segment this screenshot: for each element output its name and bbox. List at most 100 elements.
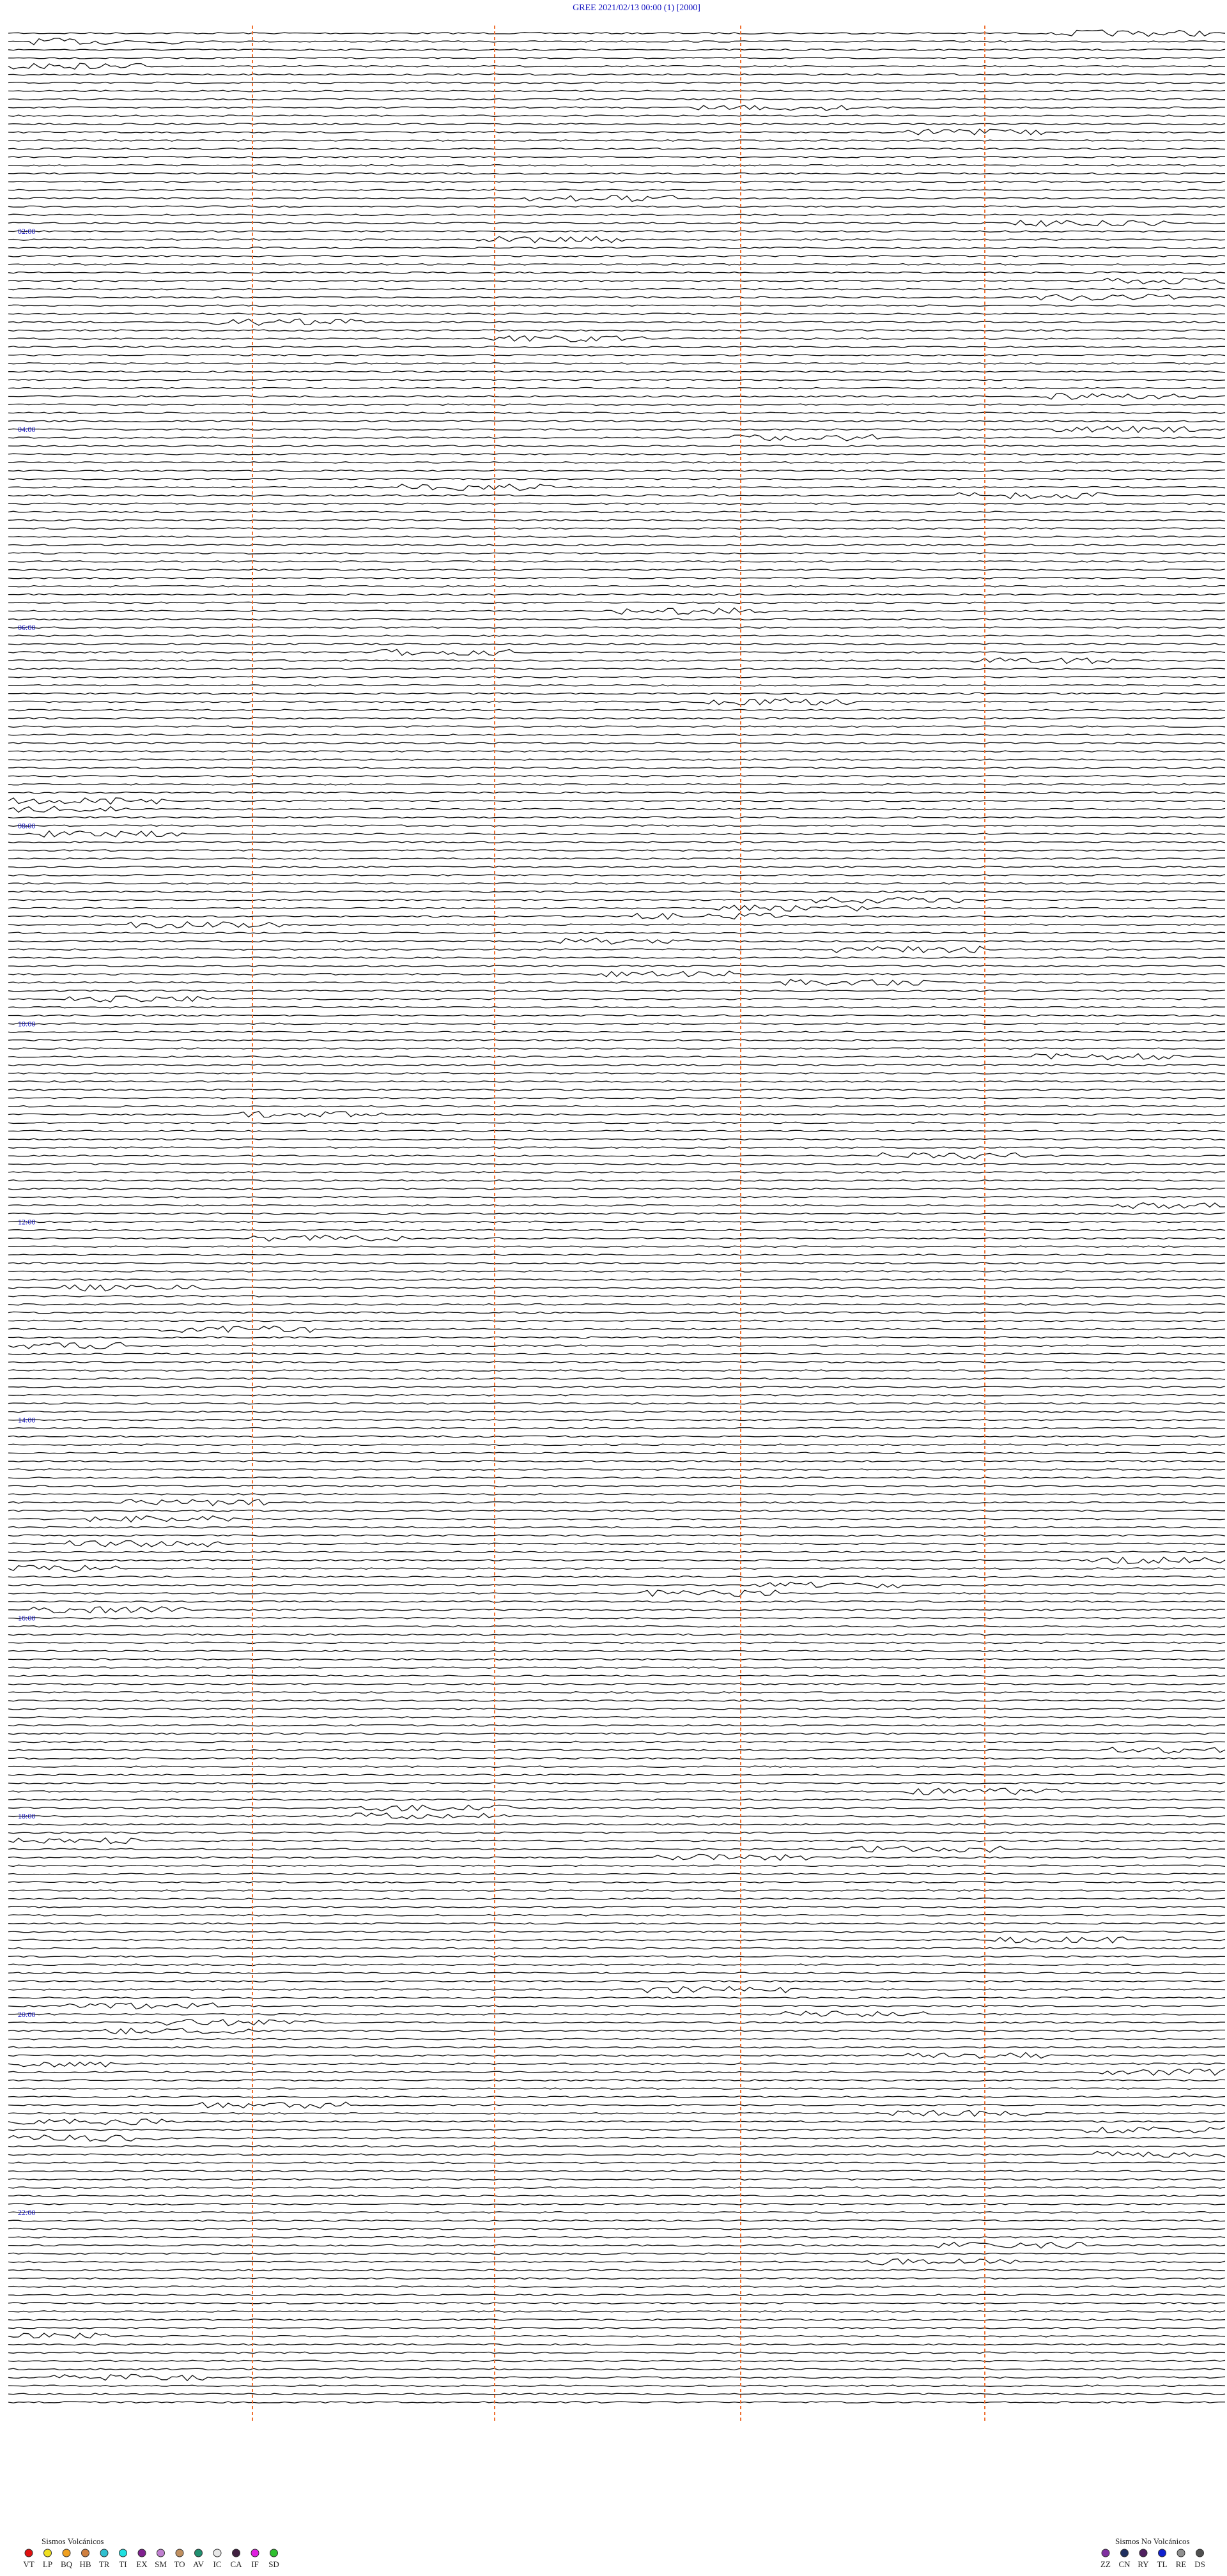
trace <box>8 1581 1226 1589</box>
trace <box>8 896 1226 904</box>
legend-marker <box>232 2549 240 2557</box>
trace <box>8 560 1225 563</box>
trace <box>8 1837 1226 1844</box>
trace <box>8 1121 1226 1124</box>
legend-label: TL <box>1157 2559 1168 2569</box>
trace <box>8 335 1226 342</box>
trace <box>8 1278 1226 1281</box>
trace <box>8 434 1226 441</box>
trace <box>8 1014 1226 1017</box>
trace <box>8 387 1226 390</box>
trace <box>8 849 1225 852</box>
trace <box>8 2269 1226 2272</box>
trace <box>8 1294 1226 1298</box>
legend-marker <box>24 2549 33 2557</box>
legend-label: CN <box>1118 2559 1131 2569</box>
trace <box>8 362 1226 365</box>
legend-marker <box>137 2549 146 2557</box>
trace <box>8 29 1226 37</box>
trace <box>8 304 1226 307</box>
trace <box>8 1963 1226 1966</box>
trace <box>8 1732 1226 1735</box>
trace <box>8 2145 1226 2148</box>
trace <box>8 1575 1226 1578</box>
trace <box>8 172 1226 175</box>
trace <box>8 2241 1226 2249</box>
trace <box>8 164 1226 167</box>
trace <box>8 1616 1226 1620</box>
trace <box>8 420 1226 423</box>
legend-marker <box>194 2549 203 2557</box>
trace <box>8 1905 1226 1908</box>
trace <box>8 1361 1226 1363</box>
trace <box>8 1418 1226 1422</box>
trace <box>8 2019 1225 2027</box>
trace <box>8 1658 1226 1661</box>
trace <box>8 946 1226 953</box>
trace <box>8 995 1226 1003</box>
trace <box>8 128 1226 135</box>
trace <box>8 1930 1226 1933</box>
trace <box>8 1452 1226 1455</box>
legend-label: EX <box>136 2559 148 2569</box>
trace <box>8 1369 1226 1372</box>
trace <box>8 1913 1226 1917</box>
trace <box>8 2037 1226 2041</box>
trace <box>8 1443 1226 1446</box>
trace <box>8 2110 1226 2117</box>
trace <box>8 2068 1226 2076</box>
trace <box>8 552 1226 555</box>
legend-label: DS <box>1194 2559 1205 2569</box>
legend-marker <box>62 2549 71 2557</box>
trace <box>8 2326 1226 2329</box>
title: GREE 2021/02/13 00:00 (1) [2000] <box>573 3 700 13</box>
trace <box>8 2126 1226 2134</box>
legend-marker <box>1177 2549 1185 2557</box>
trace <box>8 1798 1226 1801</box>
trace <box>8 2319 1226 2321</box>
trace <box>8 2285 1226 2288</box>
trace <box>8 1047 1226 1050</box>
trace <box>8 568 1226 571</box>
trace <box>8 236 1226 243</box>
trace <box>8 205 1226 208</box>
trace <box>8 742 1226 744</box>
trace <box>8 1022 1226 1025</box>
legend-label: TR <box>99 2559 110 2569</box>
trace <box>8 1245 1226 1248</box>
legend-label: IF <box>251 2559 259 2569</box>
trace <box>8 469 1226 472</box>
trace <box>8 956 1226 959</box>
trace <box>8 725 1226 728</box>
trace <box>8 698 1226 706</box>
trace <box>8 1675 1226 1677</box>
trace <box>8 1864 1226 1867</box>
trace <box>8 2150 1226 2158</box>
legend-label: AV <box>193 2559 204 2569</box>
trace <box>8 675 1226 678</box>
trace <box>8 717 1226 720</box>
trace <box>8 277 1226 285</box>
trace <box>8 312 1226 316</box>
trace <box>8 2061 1226 2067</box>
legend-marker <box>270 2549 278 2557</box>
trace <box>8 824 1226 827</box>
trace <box>8 2401 1226 2404</box>
trace <box>8 1873 1226 1875</box>
trace <box>8 1715 1226 1719</box>
trace <box>8 213 1226 217</box>
trace <box>8 263 1226 266</box>
trace <box>8 1641 1226 1644</box>
trace <box>8 1088 1226 1091</box>
trace <box>8 783 1226 786</box>
trace <box>8 1889 1226 1892</box>
time-label: 12:00 <box>18 1217 35 1226</box>
trace <box>8 1342 1226 1349</box>
legend-marker <box>81 2549 89 2557</box>
trace <box>8 931 1226 935</box>
trace <box>8 1195 1226 1199</box>
legend-marker <box>43 2549 52 2557</box>
trace <box>8 2258 1226 2266</box>
